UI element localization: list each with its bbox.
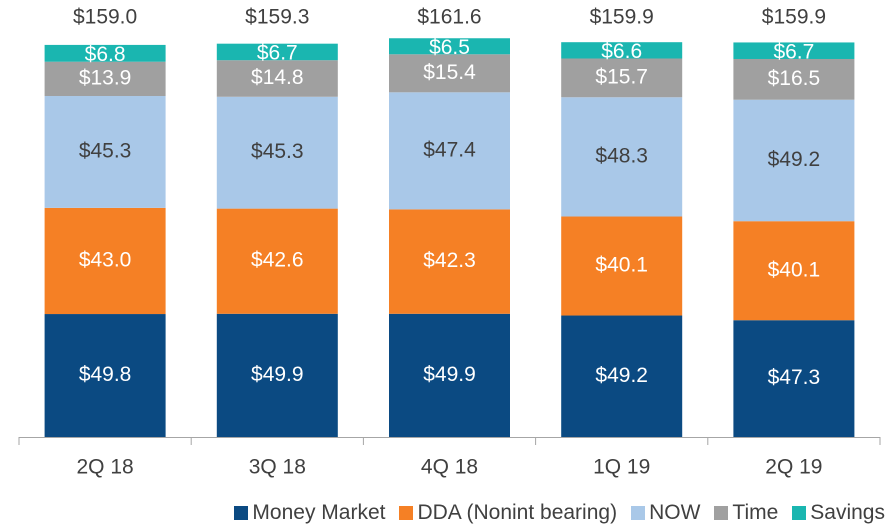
data-label: $49.2 — [768, 148, 821, 171]
bar-segment — [733, 42, 855, 59]
legend-label: Time — [732, 501, 779, 524]
bar-segment — [561, 97, 683, 217]
legend-swatch — [792, 506, 807, 520]
x-tick-label: 3Q 18 — [249, 456, 306, 479]
data-label: $42.3 — [423, 249, 476, 272]
data-label: $6.5 — [429, 36, 470, 59]
data-label: $15.4 — [423, 61, 476, 84]
bar-segment — [216, 43, 338, 61]
total-label: $161.6 — [417, 6, 481, 29]
data-label: $40.1 — [595, 254, 648, 277]
data-label: $43.0 — [79, 249, 132, 272]
bar-segment — [44, 61, 166, 97]
data-label: $48.3 — [595, 144, 648, 167]
bar-segment — [389, 313, 510, 437]
data-label: $45.3 — [79, 139, 132, 162]
total-label: $159.9 — [590, 6, 654, 29]
data-label: $6.6 — [601, 40, 642, 63]
bar-segment — [389, 92, 510, 210]
data-label: $6.7 — [257, 41, 298, 64]
x-tick-label: 2Q 18 — [76, 456, 133, 479]
legend: Money Market DDA (Nonint bearing) NOW Time S… — [0, 498, 885, 528]
bar-segment — [216, 208, 338, 314]
bar-segment — [389, 38, 510, 55]
data-label: $13.9 — [79, 66, 132, 89]
data-label: $40.1 — [768, 258, 821, 281]
bar-segment — [44, 207, 166, 315]
data-label: $14.8 — [251, 66, 304, 89]
data-label: $49.8 — [79, 363, 132, 386]
bar-segment — [216, 96, 338, 209]
bar-segment — [733, 58, 855, 100]
legend-swatch — [714, 506, 729, 520]
data-label: $16.5 — [768, 67, 821, 90]
bar-segment — [561, 216, 683, 316]
data-label: $15.7 — [595, 65, 648, 88]
bar-segment — [733, 99, 855, 222]
bar-segment — [44, 314, 166, 437]
x-tick-label: 2Q 19 — [765, 456, 822, 479]
legend-item: Money Market — [234, 501, 385, 525]
x-tick-label: 1Q 19 — [593, 456, 650, 479]
x-tick-label: 4Q 18 — [421, 456, 478, 479]
plot: $49.8 $43.0 $45.3 $13.9$6.8 $159.0 2Q 18 $49.9… — [18, 6, 881, 479]
data-label: $49.9 — [251, 363, 304, 386]
data-label: $42.6 — [251, 249, 304, 272]
legend-item: Savings — [792, 501, 885, 525]
bar-segment — [389, 209, 510, 314]
legend-item: NOW — [631, 501, 700, 525]
data-label: $49.9 — [423, 363, 476, 386]
data-label: $47.4 — [423, 138, 476, 161]
data-label: $47.3 — [768, 366, 821, 389]
legend-label: Savings — [810, 501, 885, 524]
legend-swatch — [631, 506, 646, 520]
legend-item: Time — [714, 501, 778, 525]
bar-segment — [733, 320, 855, 437]
bar-segment — [389, 54, 510, 93]
legend-label: NOW — [649, 501, 701, 524]
legend-swatch — [399, 506, 414, 520]
legend-swatch — [234, 506, 249, 520]
total-label: $159.3 — [245, 6, 309, 29]
legend-item: DDA (Nonint bearing) — [399, 501, 617, 525]
legend-label: Money Market — [252, 501, 386, 524]
bar-segment — [44, 96, 166, 208]
data-label: $6.8 — [85, 43, 126, 66]
bar-segment — [216, 60, 338, 97]
bar-segment — [561, 42, 683, 59]
legend-label: DDA (Nonint bearing) — [417, 501, 618, 524]
data-label: $49.2 — [595, 364, 648, 387]
bar-segment — [44, 44, 166, 62]
total-label: $159.9 — [762, 6, 826, 29]
bar-segment — [561, 315, 683, 437]
bar-segment — [733, 221, 855, 321]
data-label: $45.3 — [251, 140, 304, 163]
data-label: $6.7 — [773, 40, 814, 63]
total-label: $159.0 — [73, 6, 137, 29]
bar-segment — [561, 58, 683, 98]
bar-segment — [216, 313, 338, 437]
